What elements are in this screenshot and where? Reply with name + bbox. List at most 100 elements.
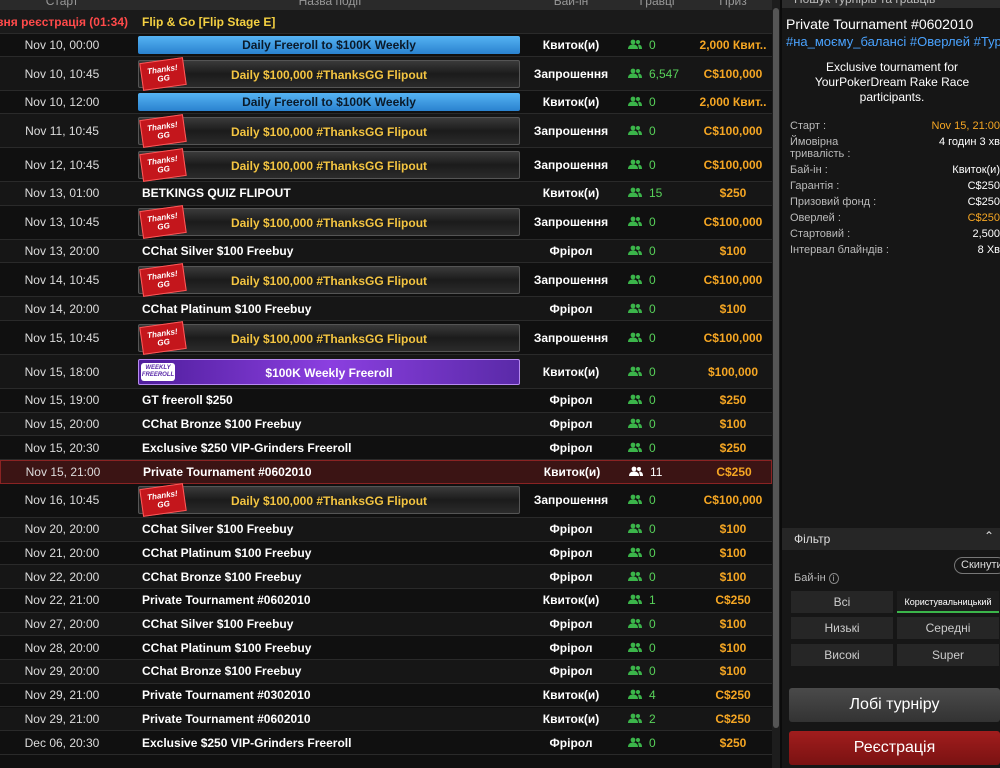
tournament-row[interactable]: Nov 15, 21:00 Private Tournament #0602010… xyxy=(0,460,772,484)
tournament-row[interactable]: Nov 10, 10:45 Daily $100,000 #ThanksGG Fl… xyxy=(0,56,772,91)
thanks-badge: Thanks! GG xyxy=(139,56,187,91)
players-icon xyxy=(628,124,642,138)
buyin-option[interactable]: Всі xyxy=(791,591,893,613)
tournament-row[interactable]: Nov 29, 20:00 CChat Bronze $100 Freebuy Фр… xyxy=(0,660,772,684)
column-header[interactable]: Назва події xyxy=(298,0,362,8)
tournament-row[interactable]: Nov 15, 20:00 CChat Bronze $100 Freebuy Фр… xyxy=(0,412,772,437)
players-icon xyxy=(628,617,642,631)
tournament-row[interactable]: Nov 11, 10:45 Daily $100,000 #ThanksGG Fl… xyxy=(0,113,772,148)
event-name: GT freeroll $250 xyxy=(142,393,233,408)
detail-label: Призовий фонд : xyxy=(790,196,877,208)
buyin-option[interactable]: Super xyxy=(897,644,999,666)
register-button[interactable]: Реєстрація xyxy=(789,731,1000,765)
table-header: Старт Назва події Бай-ін Гравці Приз xyxy=(0,0,772,10)
buyin-option[interactable]: Користувальницький xyxy=(897,591,999,613)
event-name: CChat Silver $100 Freebuy xyxy=(142,244,294,259)
prize: 2,000 Квит.. xyxy=(699,38,767,52)
tournament-row[interactable]: Nov 21, 20:00 CChat Platinum $100 Freebuy… xyxy=(0,542,772,566)
players-icon xyxy=(628,736,642,750)
event-banner[interactable]: Daily $100,000 #ThanksGG Flipout Thanks! … xyxy=(138,205,520,240)
buyin-label-text: Бай-ін xyxy=(794,572,826,584)
scrollbar[interactable] xyxy=(772,0,780,768)
tournament-row[interactable]: Nov 15, 20:30 Exclusive $250 VIP-Grinders… xyxy=(0,437,772,461)
tournament-row[interactable]: Nov 22, 21:00 Private Tournament #0602010… xyxy=(0,589,772,613)
tournament-row[interactable]: Nov 14, 20:00 CChat Platinum $100 Freebuy… xyxy=(0,297,772,322)
buyin-option[interactable]: Середні xyxy=(897,617,999,639)
detail-row: Призовий фонд : C$250 xyxy=(790,196,1000,208)
tournament-row[interactable]: Nov 13, 10:45 Daily $100,000 #ThanksGG Fl… xyxy=(0,205,772,240)
start-time: Nov 15, 20:00 xyxy=(24,417,100,432)
event-name: CChat Bronze $100 Freebuy xyxy=(142,569,302,584)
event-banner[interactable]: Daily $100,000 #ThanksGG Flipout Thanks! … xyxy=(138,262,520,297)
event-name: CChat Platinum $100 Freebuy xyxy=(142,640,312,655)
tournament-row[interactable]: Nov 28, 20:00 CChat Platinum $100 Freebuy… xyxy=(0,636,772,661)
filter-header[interactable]: Фільтр ⌃ xyxy=(782,528,1000,550)
tournament-row[interactable]: Nov 10, 12:00 Daily Freeroll to $100K Wee… xyxy=(0,91,772,114)
event-banner[interactable]: Daily Freeroll to $100K Weekly xyxy=(138,36,520,54)
start-time: Nov 22, 20:00 xyxy=(24,569,100,584)
lobby-button[interactable]: Лобі турніру xyxy=(789,688,1000,722)
tournament-row[interactable]: Nov 15, 19:00 GT freeroll $250 Фрірол 0 $250 xyxy=(0,389,772,413)
tournament-tags: #на_моєму_балансі #Оверлей #Турбо xyxy=(786,34,1000,49)
tournament-row[interactable]: Nov 10, 00:00 Daily Freeroll to $100K Wee… xyxy=(0,34,772,57)
players: 0 xyxy=(649,522,656,537)
start-time: Nov 14, 20:00 xyxy=(24,301,100,316)
players: 0 xyxy=(649,38,656,52)
event-banner[interactable]: Daily $100,000 #ThanksGG Flipout Thanks! … xyxy=(138,56,520,91)
column-header[interactable]: Гравці xyxy=(639,0,675,8)
info-icon[interactable]: i xyxy=(828,573,839,584)
tournament-row[interactable]: Nov 16, 10:45 Daily $100,000 #ThanksGG Fl… xyxy=(0,483,772,518)
tournament-row[interactable]: Nov 13, 01:00 BETKINGS QUIZ FLIPOUT Квиток… xyxy=(0,182,772,206)
detail-row: Стартовий : 2,500 xyxy=(790,228,1000,240)
late-registration-label: Пізня реєстрація (01:34) xyxy=(0,15,128,29)
players: 4 xyxy=(649,688,656,703)
scroll-thumb[interactable] xyxy=(773,8,779,728)
tournament-row[interactable]: Dec 06, 20:30 Exclusive $250 VIP-Grinders… xyxy=(0,731,772,755)
players: 0 xyxy=(649,123,656,138)
start-time: Nov 15, 21:00 xyxy=(25,465,101,480)
players: 0 xyxy=(649,95,656,109)
column-header[interactable]: Бай-ін xyxy=(553,0,589,8)
players: 0 xyxy=(649,215,656,230)
prize: C$250 xyxy=(715,688,751,703)
prize: $100,000 xyxy=(707,364,759,379)
event-banner[interactable]: $100K Weekly Freeroll WEEKLY FREEROLL xyxy=(138,358,520,385)
tournament-row[interactable]: Nov 29, 21:00 Private Tournament #0302010… xyxy=(0,684,772,708)
late-registration-row[interactable]: Пізня реєстрація (01:34) Flip & Go [Flip… xyxy=(0,10,772,34)
tournament-row[interactable]: Nov 14, 10:45 Daily $100,000 #ThanksGG Fl… xyxy=(0,262,772,298)
event-banner[interactable]: Daily $100,000 #ThanksGG Flipout Thanks! … xyxy=(138,483,520,518)
buyin: Квиток(и) xyxy=(542,364,600,379)
column-header[interactable]: Старт xyxy=(45,0,79,8)
thanks-badge: Thanks! GG xyxy=(139,483,187,518)
players-icon xyxy=(628,158,642,172)
search-box[interactable]: Пошук турнірів та гравців xyxy=(782,0,1000,8)
prize: C$250 xyxy=(716,465,752,480)
event-name: Private Tournament #0602010 xyxy=(142,593,311,608)
tournament-row[interactable]: Nov 13, 20:00 CChat Silver $100 Freebuy Фр… xyxy=(0,239,772,264)
event-name: BETKINGS QUIZ FLIPOUT xyxy=(142,186,291,201)
tournament-row[interactable]: Nov 22, 20:00 CChat Bronze $100 Freebuy Фр… xyxy=(0,565,772,589)
details-panel: Пошук турнірів та гравців Private Tourna… xyxy=(782,0,1000,768)
prize: $250 xyxy=(719,393,747,408)
event-banner[interactable]: Daily $100,000 #ThanksGG Flipout Thanks! … xyxy=(138,113,520,148)
players-icon xyxy=(628,441,642,455)
event-banner[interactable]: Daily Freeroll to $100K Weekly xyxy=(138,93,520,111)
tournament-row[interactable]: Nov 27, 20:00 CChat Silver $100 Freebuy Фр… xyxy=(0,612,772,637)
players: 1 xyxy=(649,593,656,608)
tournament-row[interactable]: Nov 12, 10:45 Daily $100,000 #ThanksGG Fl… xyxy=(0,147,772,182)
reset-button[interactable]: Скинути xyxy=(954,557,1000,574)
tournament-row[interactable]: Nov 29, 21:00 Private Tournament #0602010… xyxy=(0,707,772,732)
tournament-row[interactable]: Nov 15, 18:00 $100K Weekly Freeroll WEEKLY… xyxy=(0,355,772,390)
prize: C$100,000 xyxy=(703,123,763,138)
column-header[interactable]: Приз xyxy=(719,0,747,8)
buyin-option[interactable]: Високі xyxy=(791,644,893,666)
detail-label: Оверлей : xyxy=(790,212,841,224)
players-icon xyxy=(628,664,642,678)
players-icon xyxy=(628,244,642,258)
buyin-option[interactable]: Низькі xyxy=(791,617,893,639)
event-banner[interactable]: Daily $100,000 #ThanksGG Flipout Thanks! … xyxy=(138,147,520,182)
event-banner[interactable]: Daily $100,000 #ThanksGG Flipout Thanks! … xyxy=(138,320,520,355)
tournament-row[interactable]: Nov 15, 10:45 Daily $100,000 #ThanksGG Fl… xyxy=(0,320,772,356)
tournament-row[interactable]: Nov 20, 20:00 CChat Silver $100 Freebuy Фр… xyxy=(0,517,772,542)
detail-label: Гарантія : xyxy=(790,180,840,192)
